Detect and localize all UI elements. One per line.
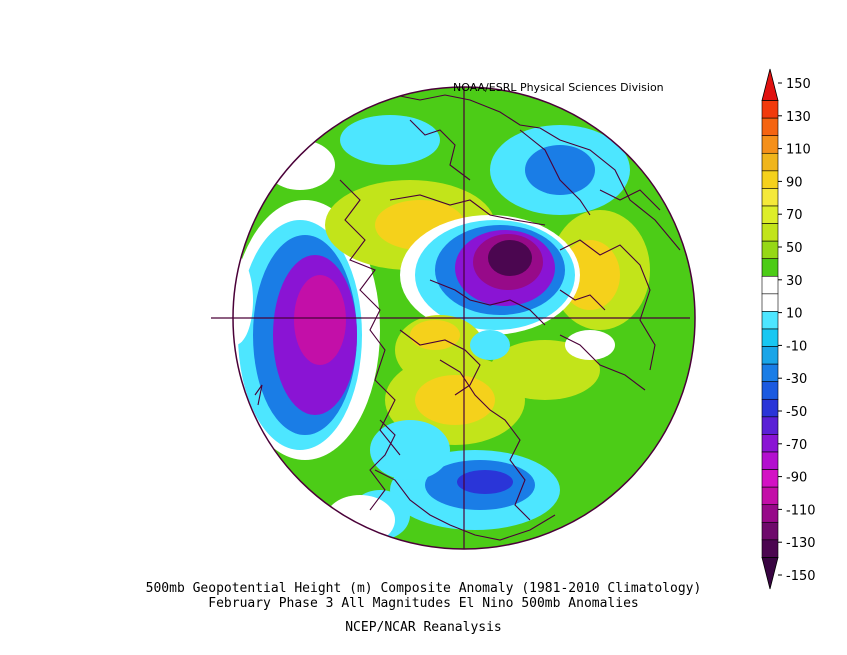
colorbar-tick-label: 30	[786, 274, 803, 289]
anomaly-contour	[370, 420, 450, 480]
colorbar-tick-label: 150	[786, 77, 811, 92]
coastline-path	[254, 384, 263, 406]
anomaly-contour	[457, 470, 513, 494]
colorbar-tick-label: -10	[786, 339, 807, 354]
colorbar-tick-label: -150	[786, 569, 816, 584]
coastline-path	[369, 419, 396, 511]
colorbar-swatch	[761, 504, 779, 523]
colorbar-swatch	[761, 363, 779, 383]
colorbar-tick-label: 90	[786, 175, 803, 190]
colorbar-tick-label: -30	[786, 372, 807, 387]
coastline-path	[409, 119, 471, 181]
colorbar-tick-label: -70	[786, 438, 807, 453]
colorbar-swatch	[761, 100, 779, 119]
coastline-path	[599, 189, 661, 211]
credit-text: NOAA/ESRL Physical Sciences Division	[453, 81, 664, 94]
colorbar-swatch	[761, 205, 779, 224]
colorbar-swatch	[761, 557, 779, 590]
colorbar-swatch	[761, 398, 779, 418]
colorbar-labels: 150 130 110 90 70 50 30 10 -10 -30 -50 -70 -90 -110 -1…	[786, 77, 816, 584]
anomaly-contour	[294, 275, 346, 365]
colorbar-tick-label: 10	[786, 307, 803, 322]
graticule	[211, 87, 690, 549]
colorbar-swatches	[761, 68, 782, 590]
colorbar-tick-label: 110	[786, 143, 811, 158]
caption-line-1: 500mb Geopotential Height (m) Composite …	[145, 581, 702, 596]
coastline-path	[559, 289, 606, 311]
colorbar-swatch	[761, 188, 779, 207]
colorbar-swatch	[761, 381, 779, 400]
colorbar-tick-label: -110	[786, 503, 816, 518]
colorbar-tick-label: -50	[786, 405, 807, 420]
anomaly-contour	[340, 115, 440, 165]
colorbar-swatch	[761, 521, 779, 541]
coastline-path	[439, 359, 531, 521]
colorbar-swatch	[761, 434, 779, 453]
colorbar-swatch	[761, 416, 779, 435]
coastline-path	[519, 129, 591, 216]
colorbar-tick-label: 70	[786, 208, 803, 223]
colorbar-tick-label: -90	[786, 471, 807, 486]
colorbar-swatch	[761, 293, 779, 312]
colorbar-swatch	[761, 275, 779, 295]
colorbar-swatch	[761, 346, 779, 365]
anomaly-contour	[410, 320, 460, 350]
colorbar-swatch	[761, 311, 779, 330]
colorbar-swatch	[761, 486, 779, 506]
coastline-path	[559, 334, 646, 391]
anomaly-contour	[415, 375, 495, 425]
colorbar-swatch	[761, 240, 779, 260]
colorbar-swatch	[761, 117, 779, 137]
coastline-path	[389, 194, 546, 226]
colorbar-swatch	[761, 539, 779, 558]
coastline-path	[559, 239, 656, 371]
coastline-path	[339, 179, 401, 456]
anomaly-contour	[488, 240, 532, 276]
anomaly-contour	[565, 330, 615, 360]
coastline-path	[429, 279, 546, 326]
caption-line-3: NCEP/NCAR Reanalysis	[345, 620, 502, 635]
anomaly-contour	[233, 255, 253, 345]
coastline-path	[374, 469, 556, 541]
colorbar-swatch	[761, 223, 779, 242]
colorbar-tick-label: 130	[786, 110, 811, 125]
colorbar-swatch	[761, 68, 779, 101]
anomaly-contour	[525, 145, 595, 195]
colorbar-swatch	[761, 451, 779, 470]
colorbar-swatch	[761, 258, 779, 277]
colorbar-swatch	[761, 469, 779, 488]
colorbar-swatch	[761, 135, 779, 154]
colorbar-tick-label: -130	[786, 536, 816, 551]
coastline-path	[399, 329, 481, 396]
colorbar-tick-label: 50	[786, 241, 803, 256]
colorbar-swatch	[761, 152, 779, 172]
colorbar-swatch	[761, 170, 779, 189]
anomaly-field	[233, 87, 695, 549]
anomaly-contour	[470, 330, 510, 360]
globe-border	[232, 86, 696, 550]
colorbar-swatch	[761, 328, 779, 347]
caption-line-2: February Phase 3 All Magnitudes El Nino …	[208, 596, 639, 611]
coastlines	[254, 94, 681, 541]
